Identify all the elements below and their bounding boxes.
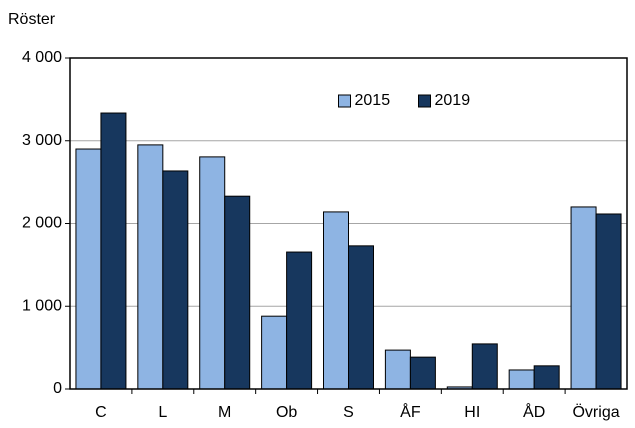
bar [162, 170, 189, 390]
y-tick-label: 2 000 [22, 215, 62, 232]
x-tick-label: L [158, 404, 167, 421]
x-tick-label: M [218, 404, 231, 421]
x-tick-label: Ob [276, 404, 297, 421]
x-tick-label: C [95, 404, 107, 421]
x-tick-label: ÅD [523, 402, 545, 421]
x-tick-label: ÅF [400, 402, 421, 421]
bar [323, 211, 349, 390]
y-tick-label: 4 000 [22, 49, 62, 66]
bar [100, 112, 127, 390]
bar [533, 365, 560, 390]
x-tick-label: Övriga [572, 403, 619, 421]
y-tick-label: 1 000 [22, 297, 62, 314]
bar [348, 245, 374, 390]
bar [286, 251, 313, 390]
bar [508, 369, 535, 390]
bar [409, 356, 436, 390]
y-axis-label: Röster [8, 11, 56, 28]
y-tick-label: 3 000 [22, 132, 62, 149]
legend-swatch [418, 94, 431, 108]
bar [261, 315, 288, 390]
bar [384, 349, 411, 390]
x-tick-label: S [343, 404, 354, 421]
bar [570, 206, 597, 390]
plot-frame [69, 57, 628, 390]
bar [137, 144, 164, 390]
bar [595, 213, 622, 390]
legend-swatch [338, 94, 351, 108]
bar [199, 156, 226, 390]
y-tick-label: 0 [53, 380, 62, 397]
bar [471, 343, 498, 390]
bar [75, 148, 102, 390]
legend-label: 2019 [435, 92, 471, 109]
legend-label: 2015 [355, 92, 391, 109]
x-tick-label: HI [464, 404, 480, 421]
bar [224, 195, 251, 390]
